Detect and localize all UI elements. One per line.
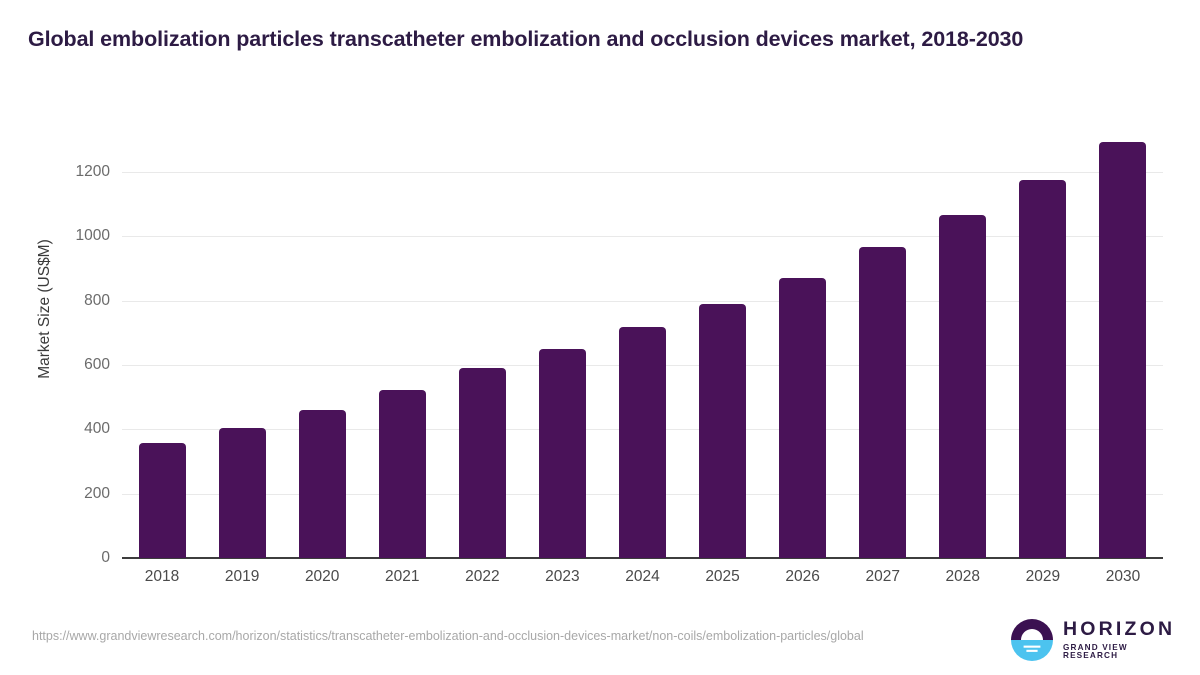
y-axis-tick-label: 1200 xyxy=(75,163,110,180)
bar-2024[interactable] xyxy=(619,327,666,558)
brand-logo-text: HORIZON GRAND VIEW RESEARCH xyxy=(1063,620,1175,660)
bar-2029[interactable] xyxy=(1019,180,1067,558)
bar-2028[interactable] xyxy=(939,215,987,558)
gridline xyxy=(122,300,1163,302)
x-axis-tick-label: 2019 xyxy=(224,568,260,585)
x-axis-line xyxy=(122,557,1163,559)
y-axis-tick-label: 0 xyxy=(101,549,110,566)
x-axis-tick-label: 2029 xyxy=(1025,568,1061,585)
x-axis-tick-label: 2018 xyxy=(144,568,180,585)
bar-2023[interactable] xyxy=(538,348,586,558)
y-axis-tick-label: 800 xyxy=(84,291,110,309)
brand-logo: HORIZON GRAND VIEW RESEARCH xyxy=(1010,616,1172,664)
gridline xyxy=(122,236,1163,238)
y-axis-tick-label: 200 xyxy=(84,484,110,502)
bar-2022[interactable] xyxy=(458,368,506,558)
y-axis-tick-label: 400 xyxy=(84,420,110,438)
horizon-sunrise-icon xyxy=(1011,619,1053,661)
bar-2027[interactable] xyxy=(859,246,907,558)
brand-tagline: GRAND VIEW RESEARCH xyxy=(1063,642,1128,660)
gridline xyxy=(122,172,1163,173)
bar-2018[interactable] xyxy=(138,443,186,558)
bar-2026[interactable] xyxy=(779,277,827,558)
bar-2020[interactable] xyxy=(298,410,346,558)
x-axis-tick-label: 2023 xyxy=(545,568,580,585)
x-axis-tick-label: 2027 xyxy=(865,568,900,585)
x-axis-tick-label: 2026 xyxy=(785,568,820,585)
y-axis-tick-label: 1000 xyxy=(75,227,110,245)
y-axis-tick-label: 600 xyxy=(84,356,110,373)
x-axis-tick-label: 2020 xyxy=(304,568,340,585)
x-axis-tick-label: 2030 xyxy=(1105,568,1141,585)
x-axis-tick-label: 2022 xyxy=(465,568,500,585)
bar-2021[interactable] xyxy=(378,389,426,558)
bar-2019[interactable] xyxy=(218,428,266,558)
brand-name: HORIZON xyxy=(1063,618,1176,641)
source-url: https://www.grandviewresearch.com/horizo… xyxy=(32,629,864,643)
x-axis-tick-label: 2024 xyxy=(625,568,660,585)
x-axis-tick-label: 2028 xyxy=(945,568,981,585)
x-axis-tick-label: 2025 xyxy=(705,568,740,585)
bar-2030[interactable] xyxy=(1099,142,1147,558)
bar-2025[interactable] xyxy=(699,303,747,558)
x-axis-tick-label: 2021 xyxy=(385,568,420,585)
page-title: Global embolization particles transcathe… xyxy=(28,27,1024,51)
